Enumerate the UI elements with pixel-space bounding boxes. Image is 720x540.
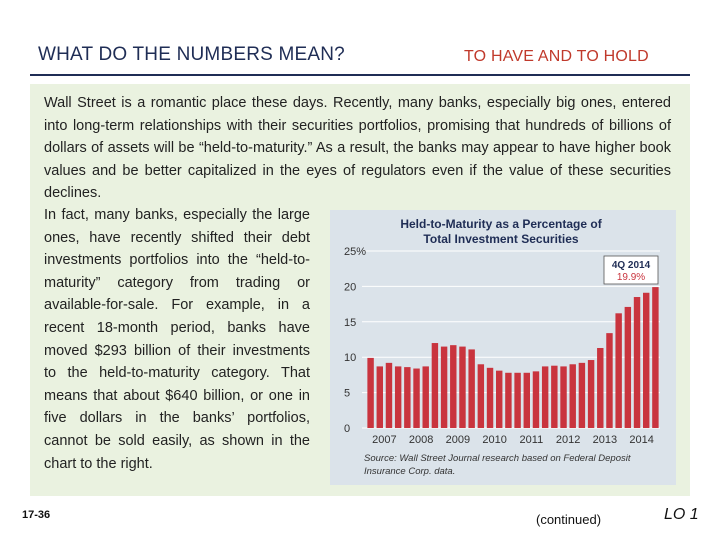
bar <box>505 372 512 428</box>
bar <box>431 343 439 428</box>
bar <box>385 362 393 428</box>
bar <box>404 367 411 428</box>
y-tick-label: 10 <box>344 352 356 364</box>
chart-title-line1: Held-to-Maturity as a Percentage of <box>400 217 602 231</box>
x-tick-label: 2009 <box>446 434 470 446</box>
x-tick-label: 2010 <box>482 434 506 446</box>
bar <box>551 365 558 428</box>
bar <box>633 297 641 428</box>
bar <box>578 362 586 428</box>
bar <box>367 357 374 428</box>
y-tick-label: 25% <box>344 246 366 258</box>
continued-label: (continued) <box>536 512 602 527</box>
y-tick-label: 20 <box>344 281 356 293</box>
x-tick-label: 2007 <box>372 434 396 446</box>
bar <box>468 349 475 428</box>
y-axis-ticks: 25% 20 15 10 5 0 <box>344 246 366 435</box>
bar <box>413 368 420 428</box>
x-axis-ticks: 2007 2008 2009 2010 2011 2012 2013 2014 <box>372 434 654 446</box>
bar <box>422 366 429 428</box>
bar <box>486 367 494 428</box>
learning-objective: LO 1 <box>664 506 699 523</box>
bar <box>523 372 530 428</box>
bar <box>652 287 659 428</box>
bar <box>643 292 650 428</box>
bar <box>440 346 448 428</box>
x-tick-label: 2008 <box>409 434 433 446</box>
chart-source-line1: Source: Wall Street Journal research bas… <box>364 453 631 464</box>
chart-source-line2: Insurance Corp. data. <box>364 466 455 477</box>
callout-label: 4Q 2014 <box>612 260 651 271</box>
bar <box>541 366 549 428</box>
bar <box>477 364 485 428</box>
bar <box>587 360 595 428</box>
bar <box>606 333 613 428</box>
intro-paragraph: Wall Street is a romantic place these da… <box>44 95 671 202</box>
x-tick-label: 2013 <box>593 434 617 446</box>
x-tick-label: 2014 <box>629 434 653 446</box>
y-tick-label: 5 <box>344 388 350 400</box>
bar <box>560 366 567 428</box>
y-tick-label: 0 <box>344 423 350 435</box>
held-to-maturity-chart: Held-to-Maturity as a Percentage of Tota… <box>344 217 660 477</box>
detail-paragraph: In fact, many banks, especially the larg… <box>44 207 310 472</box>
title-divider <box>30 74 690 76</box>
bar <box>532 371 540 428</box>
chart-panel: Held-to-Maturity as a Percentage of Tota… <box>330 210 676 485</box>
y-tick-label: 15 <box>344 317 356 329</box>
callout-value: 19.9% <box>617 272 645 283</box>
bar <box>376 366 383 428</box>
callout-box <box>603 255 659 285</box>
x-tick-label: 2011 <box>520 434 544 446</box>
bar <box>450 345 457 428</box>
bar <box>496 370 503 428</box>
x-tick-label: 2012 <box>556 434 580 446</box>
bars <box>367 287 659 428</box>
bar <box>459 346 466 428</box>
bar <box>597 347 604 428</box>
slide-number: 17-36 <box>22 509 51 521</box>
slide-subtitle: TO HAVE AND TO HOLD <box>464 48 649 65</box>
bar <box>615 313 622 428</box>
chart-title-line2: Total Investment Securities <box>423 232 578 246</box>
bar <box>394 366 402 428</box>
bar <box>514 372 521 428</box>
bar <box>569 364 576 428</box>
bar <box>624 306 632 428</box>
slide-title: WHAT DO THE NUMBERS MEAN? <box>38 44 345 65</box>
